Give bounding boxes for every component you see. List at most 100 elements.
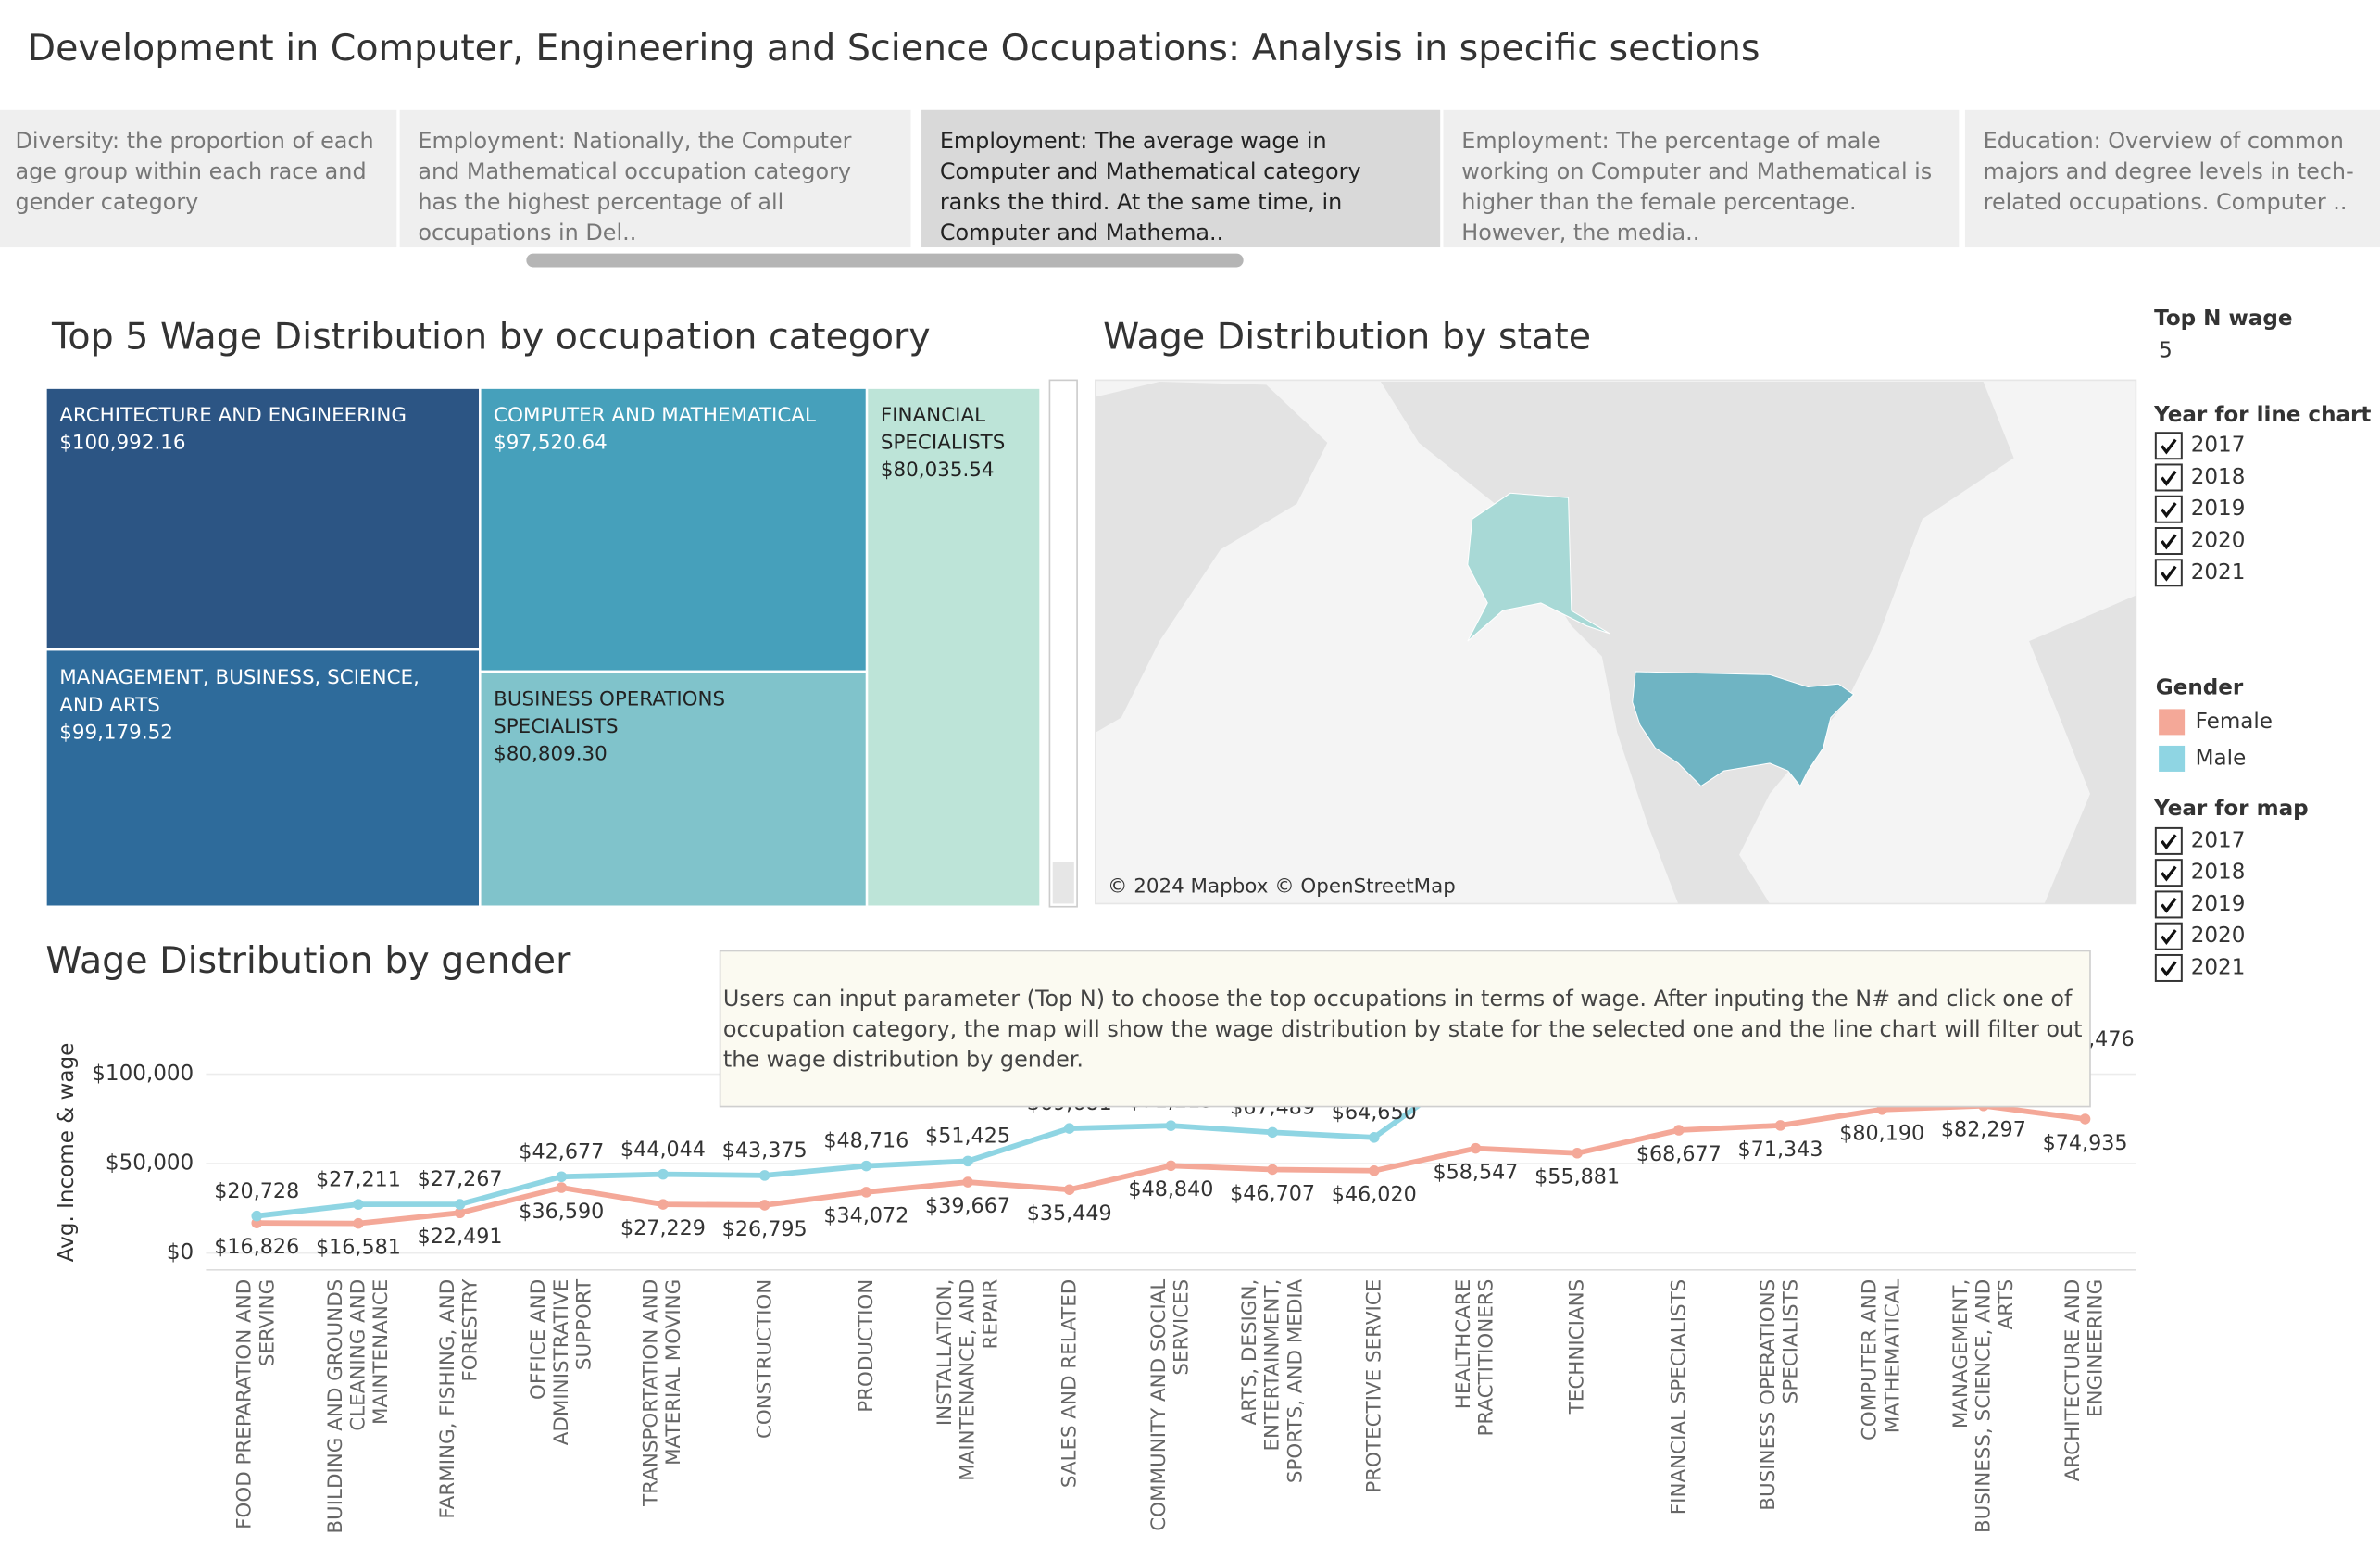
- y-tick-label: $0: [167, 1240, 194, 1264]
- point[interactable]: [658, 1168, 669, 1180]
- text-box: MANAGEMENT, BUSINESS, SCIENCE, AND ARTS: [1948, 1278, 2018, 1534]
- point[interactable]: [353, 1199, 364, 1210]
- value-label: $43,375: [722, 1139, 808, 1163]
- point[interactable]: [454, 1207, 466, 1219]
- point[interactable]: [962, 1155, 973, 1167]
- tab-scrollbar[interactable]: [526, 253, 1244, 268]
- text-box: SALES AND RELATED: [1058, 1278, 1082, 1489]
- x-tick-label: SALES AND RELATED: [1058, 1278, 1082, 1489]
- value-label: $74,935: [2043, 1131, 2128, 1155]
- checkbox-label: 2017: [2191, 828, 2246, 852]
- point[interactable]: [758, 1200, 770, 1211]
- tab-background: [399, 109, 911, 248]
- text-box: HEALTHCARE PRACTITIONERS: [1453, 1279, 1498, 1437]
- point[interactable]: [454, 1199, 466, 1210]
- map[interactable]: © 2024 Mapbox © OpenStreetMap: [1095, 379, 2137, 905]
- value-label: $55,881: [1534, 1165, 1620, 1189]
- point[interactable]: [758, 1170, 770, 1181]
- text-box: PROTECTIVE SERVICE: [1362, 1279, 1385, 1493]
- value-label: $16,826: [214, 1235, 299, 1259]
- y-tick-label: $100,000: [92, 1062, 194, 1086]
- tab-text: Diversity: the proportion of each age gr…: [15, 130, 374, 216]
- point[interactable]: [860, 1160, 872, 1172]
- x-tick-label: COMMUNITY AND SOCIAL SERVICES: [1147, 1278, 1195, 1531]
- checkbox[interactable]: [2154, 859, 2183, 887]
- checkbox[interactable]: [2154, 922, 2183, 950]
- tab-text: Employment: The average wage in Computer…: [939, 130, 1361, 246]
- story-tab[interactable]: Employment: The percentage of male worki…: [1443, 109, 1960, 248]
- top-n-input[interactable]: 5: [2159, 339, 2173, 363]
- map-usa[interactable]: [1632, 671, 1855, 787]
- tooltip-box: [719, 950, 2091, 1108]
- text-box: Diversity: the proportion of each age gr…: [15, 130, 374, 216]
- check-mark: [2161, 865, 2177, 882]
- point[interactable]: [2079, 1113, 2091, 1125]
- point[interactable]: [1165, 1120, 1177, 1131]
- text-box: Employment: The average wage in Computer…: [939, 130, 1361, 246]
- checkbox-label: 2019: [2191, 497, 2246, 521]
- check-mark: [2161, 534, 2177, 550]
- map-alaska[interactable]: [1467, 492, 1610, 642]
- x-tick-label: MANAGEMENT, BUSINESS, SCIENCE, AND ARTS: [1948, 1278, 2018, 1534]
- treemap-category: COMPUTER AND MATHEMATICAL: [494, 404, 816, 428]
- checkbox[interactable]: [2154, 432, 2183, 460]
- x-tick-label: ARTS, DESIGN, ENTERTAINMENT, SPORTS, AND…: [1238, 1278, 1308, 1484]
- checkbox[interactable]: [2154, 463, 2183, 492]
- point[interactable]: [658, 1199, 669, 1210]
- legend-swatch: [2159, 745, 2186, 772]
- x-tick-label: ARCHITECTURE AND ENGINEERING: [2061, 1278, 2109, 1482]
- point[interactable]: [1165, 1160, 1177, 1172]
- value-label: $71,343: [1738, 1138, 1823, 1162]
- point[interactable]: [251, 1210, 263, 1222]
- treemap-cell[interactable]: [865, 386, 1042, 908]
- text-box: OFFICE AND ADMINISTRATIVE SUPPORT: [527, 1279, 595, 1446]
- point[interactable]: [860, 1187, 872, 1198]
- map-attribution: © 2024 Mapbox © OpenStreetMap: [1108, 874, 1456, 898]
- story-tab[interactable]: Diversity: the proportion of each age gr…: [0, 109, 397, 248]
- filter-title: Year for line chart: [2153, 403, 2371, 427]
- point[interactable]: [1369, 1132, 1380, 1143]
- story-tab[interactable]: Employment: The average wage in Computer…: [921, 109, 1441, 248]
- point[interactable]: [962, 1176, 973, 1188]
- value-label: $44,044: [620, 1138, 706, 1162]
- checkbox[interactable]: [2154, 527, 2183, 556]
- treemap-cell[interactable]: [479, 670, 869, 908]
- checkbox[interactable]: [2154, 890, 2183, 919]
- point[interactable]: [1572, 1147, 1583, 1159]
- treemap-label: ARCHITECTURE AND ENGINEERING $100,992.16: [45, 388, 480, 473]
- x-tick-label: PRODUCTION: [854, 1278, 878, 1413]
- checkbox[interactable]: [2154, 826, 2183, 855]
- checkbox[interactable]: [2154, 495, 2183, 523]
- text-box: PRODUCTION: [854, 1278, 878, 1413]
- legend-label: Female: [2196, 710, 2273, 734]
- treemap-scroll-thumb[interactable]: [1052, 862, 1074, 904]
- point[interactable]: [1063, 1123, 1075, 1134]
- point[interactable]: [1470, 1142, 1482, 1154]
- treemap-label: BUSINESS OPERATIONS SPECIALISTS $80,809.3…: [480, 672, 867, 785]
- point[interactable]: [1267, 1164, 1278, 1176]
- check-mark: [2161, 502, 2177, 519]
- dashboard-title: Development in Computer, Engineering and…: [28, 27, 1760, 69]
- value-label: $51,425: [925, 1125, 1010, 1149]
- value-label: $58,547: [1433, 1160, 1518, 1184]
- point[interactable]: [556, 1171, 568, 1183]
- check-mark: [2161, 897, 2177, 913]
- treemap-cell[interactable]: [44, 386, 482, 651]
- treemap-cell[interactable]: [44, 648, 482, 908]
- checkbox[interactable]: [2154, 953, 2183, 982]
- point[interactable]: [556, 1182, 568, 1193]
- tab-background: [921, 109, 1441, 248]
- point[interactable]: [1369, 1165, 1380, 1176]
- point[interactable]: [1063, 1184, 1075, 1195]
- treemap-scrollbar[interactable]: [1048, 379, 1078, 908]
- point[interactable]: [1267, 1126, 1278, 1139]
- story-tab[interactable]: Education: Overview of common majors and…: [1964, 109, 2380, 248]
- story-tab[interactable]: Employment: Nationally, the Computer and…: [399, 109, 911, 248]
- point[interactable]: [353, 1217, 364, 1229]
- map-land: [1095, 382, 1328, 733]
- point[interactable]: [1673, 1125, 1685, 1136]
- checkbox[interactable]: [2154, 559, 2183, 587]
- text-box: ARTS, DESIGN, ENTERTAINMENT, SPORTS, AND…: [1238, 1278, 1308, 1484]
- y-tick-label: $50,000: [106, 1151, 194, 1176]
- point[interactable]: [1774, 1120, 1786, 1131]
